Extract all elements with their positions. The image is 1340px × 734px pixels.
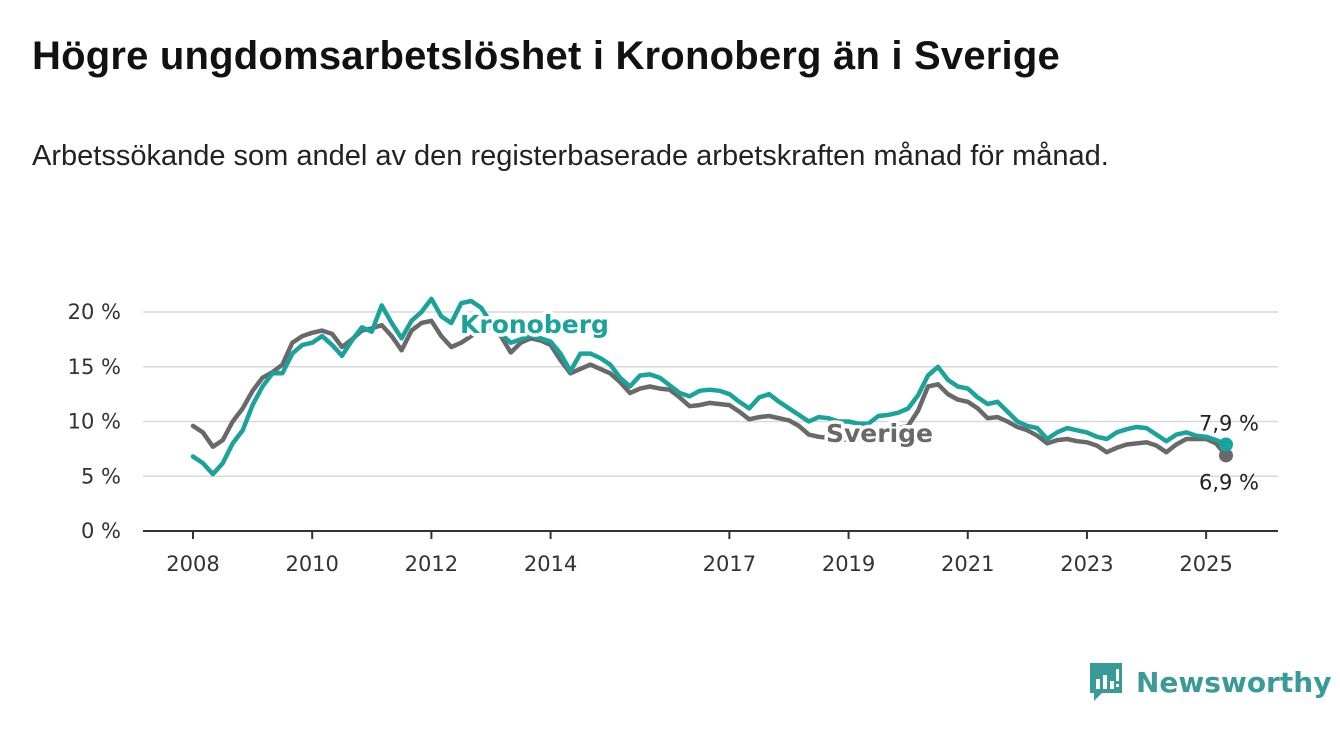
x-tick-label: 2019: [822, 552, 875, 576]
chart-subtitle: Arbetssökande som andel av den registerb…: [32, 140, 1109, 172]
end-value-kronoberg: 7,9 %: [1199, 411, 1259, 435]
series-label-sverige: Sverige: [826, 419, 933, 448]
chart-title: Högre ungdomsarbetslöshet i Kronoberg än…: [32, 34, 1060, 78]
y-tick-label: 5 %: [81, 464, 121, 488]
series-label-sverige-halo: Sverige: [826, 419, 933, 448]
x-tick-label: 2025: [1179, 552, 1232, 576]
brand-name: Newsworthy: [1136, 665, 1332, 699]
series-lines: [190, 296, 1233, 477]
x-tick-label: 2012: [405, 552, 458, 576]
series-label-kronoberg: Kronoberg: [460, 310, 609, 339]
newsworthy-logo-icon: [1090, 663, 1122, 701]
series-line-kronoberg: [190, 296, 1229, 477]
x-tick-label: 2017: [703, 552, 756, 576]
x-tick-label: 2008: [166, 552, 219, 576]
end-point-sverige: [1219, 448, 1233, 463]
y-tick-label: 10 %: [68, 410, 121, 434]
y-axis-ticks: 0 % 5 % 10 % 15 % 20 %: [68, 300, 121, 543]
y-tick-label: 0 %: [81, 519, 121, 543]
gridlines: [143, 311, 1278, 532]
newsworthy-brand: Newsworthy: [1088, 660, 1331, 704]
x-tick-label: 2014: [524, 552, 577, 576]
series-label-kronoberg-halo: Kronoberg: [460, 310, 609, 339]
x-tick-label: 2023: [1060, 552, 1113, 576]
y-tick-label: 15 %: [68, 355, 121, 379]
y-tick-label: 20 %: [68, 300, 121, 324]
end-value-sverige: 6,9 %: [1199, 470, 1259, 494]
x-tick-label: 2010: [285, 552, 338, 576]
end-point-kronoberg: [1219, 437, 1233, 452]
x-tick-label: 2021: [941, 552, 994, 576]
x-axis-ticks: 2008 2010 2012 2014 2017 2019 2021 2023 2025: [166, 531, 1233, 576]
